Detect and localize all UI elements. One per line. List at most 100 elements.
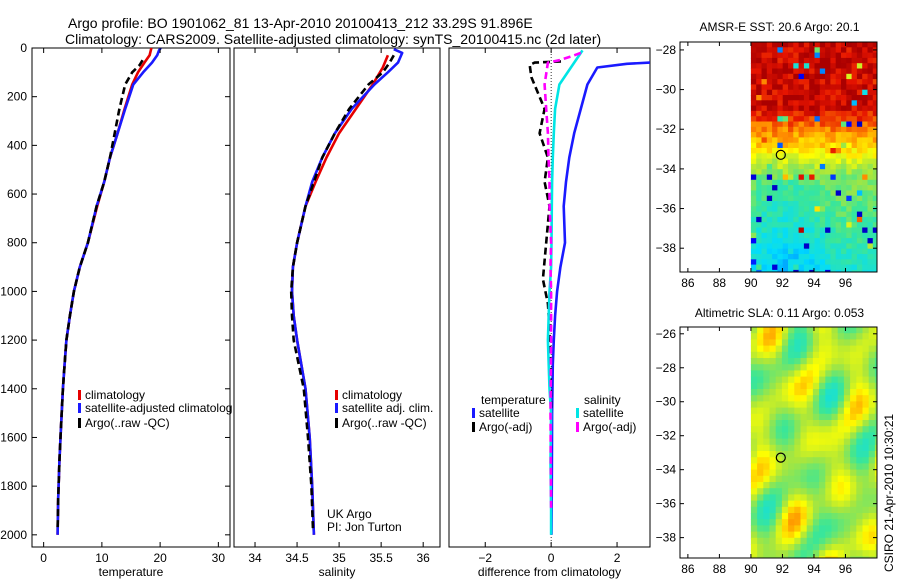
sla-cell [850,438,857,446]
sla-cell [837,395,845,402]
sst-cell [761,243,768,250]
sla-cell [750,345,758,353]
sst-cell [798,179,805,186]
sst-cell [862,206,869,213]
sst-cell [756,269,763,272]
sla-cell [874,550,877,557]
sst-cell [819,68,826,75]
sla-cell [819,463,826,471]
sst-cell [851,238,858,244]
sla-cell [868,413,876,421]
sla-cell [868,457,876,464]
sst-cell [772,248,778,255]
sla-cell [750,426,758,433]
sla-cell [837,531,845,539]
sst-cell [867,68,874,75]
sst-cell [761,57,768,64]
sst-cell [846,84,853,91]
sst-cell [777,269,784,272]
sla-cell [831,351,839,359]
y-tick-label: −32 [656,429,677,443]
sla-cell [769,370,777,378]
sla-cell [750,457,758,464]
sst-cell [793,89,800,96]
sst-cell [830,137,837,144]
sla-cell [862,544,870,551]
sst-cell [777,259,784,266]
sla-cell [800,401,808,409]
sst-cell [777,232,784,239]
sla-cell [800,327,808,334]
sst-cell [814,89,821,96]
sla-cell [775,513,783,520]
sla-cell [763,525,771,533]
sla-cell [757,364,764,371]
sla-cell [781,345,789,353]
sst-cell [862,195,869,202]
sla-cell [843,500,851,508]
sla-cell [788,345,795,353]
sst-cell [841,248,847,255]
sst-cell [867,269,874,272]
sst-cell [777,264,784,271]
sst-cell [766,148,773,154]
sst-cell [803,57,810,64]
sst-cell [761,63,768,70]
sst-cell [782,179,789,186]
sst-cell [830,68,837,75]
sst-cell [803,163,810,170]
sst-cell [846,238,853,244]
sla-cell [757,376,764,384]
sla-cell [788,488,795,495]
x-tick-label: 10 [95,551,109,565]
sla-cell [806,413,814,421]
sst-cell [856,116,863,123]
sst-cell [766,116,773,123]
sst-cell [761,42,768,48]
sla-cell [757,351,764,359]
sst-cell [756,216,763,223]
sst-cell [750,201,757,207]
series-group [528,49,650,535]
sla-cell [825,444,833,452]
sst-cell [772,174,778,181]
sla-cell [775,469,783,477]
sst-cell [814,153,821,160]
sla-cell [763,506,771,514]
sla-cell [874,413,877,421]
sst-cell [772,216,778,223]
sla-cell [788,376,795,384]
sla-cell [874,469,877,477]
sla-cell [850,333,857,340]
sla-cell [800,370,808,378]
sla-cell [819,432,826,440]
sst-cell [782,79,789,85]
sst-cell [814,110,821,117]
sst-cell [862,126,869,133]
sst-cell [814,248,821,255]
sla-cell [788,513,795,520]
sst-cell [782,169,789,176]
sst-cell [851,232,858,239]
sla-cell [856,463,864,471]
sla-cell [868,506,876,514]
sla-cell [750,444,758,452]
sst-cell [793,73,800,80]
sst-cell [766,163,773,170]
sla-cell [806,382,814,390]
sst-cell [851,142,858,149]
sla-cell [757,327,764,334]
sst-cell [814,79,821,85]
sst-cell [782,126,789,133]
sla-cell [819,376,826,384]
sst-cell [766,227,773,234]
sla-cell [831,488,839,495]
sst-cell [841,254,847,260]
sla-cell [763,494,771,502]
sst-cell [777,89,784,96]
sst-cell [766,126,773,133]
sla-cell [856,395,864,402]
sla-cell [850,519,857,526]
sla-cell [868,432,876,440]
sla-cell [862,556,870,558]
